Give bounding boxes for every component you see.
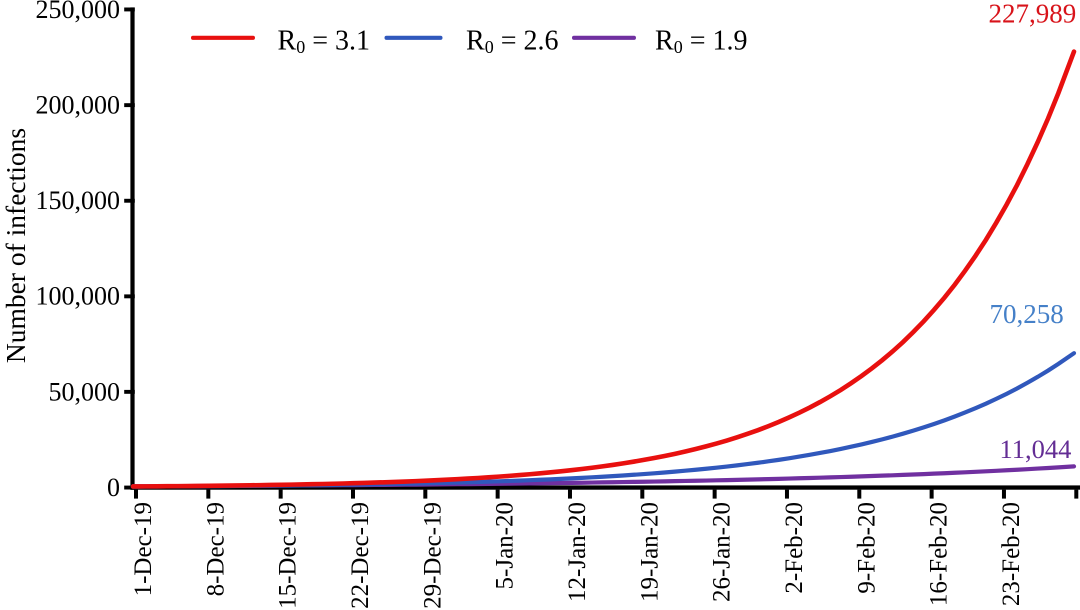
svg-text:70,258: 70,258: [990, 299, 1064, 329]
svg-text:23-Feb-20: 23-Feb-20: [998, 502, 1025, 606]
svg-text:8-Dec-19: 8-Dec-19: [202, 502, 229, 596]
svg-text:16-Feb-20: 16-Feb-20: [926, 502, 953, 606]
svg-text:29-Dec-19: 29-Dec-19: [419, 502, 446, 609]
svg-text:19-Jan-20: 19-Jan-20: [636, 502, 663, 602]
svg-text:0: 0: [107, 473, 120, 502]
svg-text:227,989: 227,989: [989, 0, 1077, 29]
svg-text:5-Jan-20: 5-Jan-20: [492, 502, 519, 589]
svg-text:2-Feb-20: 2-Feb-20: [781, 502, 808, 594]
svg-text:1-Dec-19: 1-Dec-19: [130, 502, 157, 596]
svg-text:250,000: 250,000: [36, 0, 121, 24]
svg-text:200,000: 200,000: [36, 91, 121, 120]
svg-text:22-Dec-19: 22-Dec-19: [347, 502, 374, 609]
svg-text:15-Dec-19: 15-Dec-19: [275, 502, 302, 609]
svg-text:R0 = 3.1: R0 = 3.1: [278, 26, 370, 58]
svg-text:Number of infections: Number of infections: [0, 128, 31, 363]
svg-text:R0 = 1.9: R0 = 1.9: [655, 26, 747, 58]
svg-text:R0 = 2.6: R0 = 2.6: [466, 26, 558, 58]
svg-text:50,000: 50,000: [49, 377, 121, 406]
svg-text:150,000: 150,000: [36, 186, 121, 215]
svg-text:12-Jan-20: 12-Jan-20: [564, 502, 591, 602]
svg-text:9-Feb-20: 9-Feb-20: [853, 502, 880, 594]
svg-text:11,044: 11,044: [1000, 434, 1072, 464]
svg-text:26-Jan-20: 26-Jan-20: [709, 502, 736, 602]
svg-text:100,000: 100,000: [36, 282, 121, 311]
